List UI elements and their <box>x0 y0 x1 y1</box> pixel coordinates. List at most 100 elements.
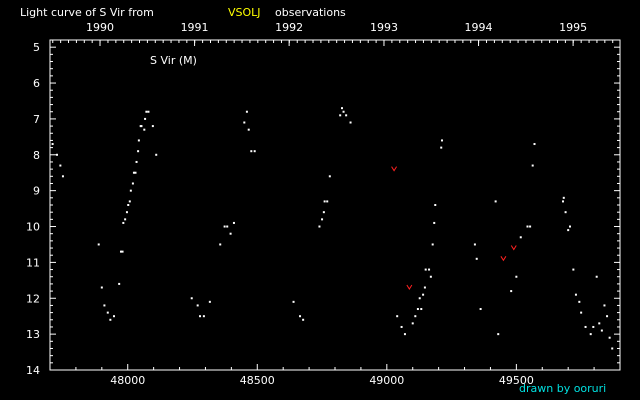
data-point <box>106 311 109 314</box>
data-point <box>109 318 112 321</box>
data-point <box>135 160 138 163</box>
data-point <box>199 315 202 318</box>
data-point <box>226 225 229 228</box>
data-point <box>429 275 432 278</box>
data-point <box>349 121 352 124</box>
data-point <box>137 139 140 142</box>
data-point <box>584 325 587 328</box>
data-point <box>131 182 134 185</box>
data-point <box>323 200 326 203</box>
data-point <box>253 150 256 153</box>
data-point <box>143 128 146 131</box>
y-tick-label: 10 <box>26 221 40 234</box>
chart-title-source: VSOLJ <box>228 6 261 19</box>
data-point <box>598 322 601 325</box>
data-point <box>134 171 137 174</box>
data-point <box>299 315 302 318</box>
axes: 48000 48500 49000 49500 5 6 7 8 9 10 11 12 13 14 1990 1… <box>26 21 621 387</box>
data-point <box>112 315 115 318</box>
data-point <box>196 304 199 307</box>
y-tick-label: 14 <box>26 364 40 377</box>
x-tick-label: 48000 <box>110 374 145 387</box>
data-point <box>132 171 135 174</box>
data-point <box>144 117 147 120</box>
data-point <box>119 250 122 253</box>
data-point <box>611 347 614 350</box>
data-points <box>51 107 614 350</box>
data-point <box>497 333 500 336</box>
data-point <box>125 211 128 214</box>
data-point <box>345 114 348 117</box>
x-tick-label: 48500 <box>240 374 275 387</box>
data-point <box>562 196 565 199</box>
data-point <box>302 318 305 321</box>
upper-limit-point <box>391 166 397 172</box>
data-point <box>326 200 329 203</box>
data-point <box>202 315 205 318</box>
data-point <box>515 275 518 278</box>
data-point <box>580 311 583 314</box>
data-point <box>434 204 437 206</box>
data-point <box>533 143 536 146</box>
data-point <box>51 143 54 146</box>
data-point <box>510 290 513 293</box>
data-point <box>529 225 532 228</box>
data-point <box>567 229 570 232</box>
chart-title-prefix: Light curve of S Vir from <box>20 6 154 19</box>
data-point <box>475 257 478 260</box>
data-point <box>229 232 232 235</box>
data-point <box>494 200 497 203</box>
data-point <box>416 308 419 311</box>
data-point <box>219 243 222 246</box>
data-point <box>574 293 577 296</box>
y-tick-label: 5 <box>33 41 40 54</box>
data-point <box>403 333 406 336</box>
data-point <box>422 293 425 296</box>
year-tick-label: 1993 <box>370 21 398 34</box>
data-point <box>473 243 476 246</box>
data-point <box>564 211 567 214</box>
data-point <box>423 286 426 289</box>
data-point <box>97 243 100 246</box>
data-point <box>603 304 606 307</box>
y-tick-label: 11 <box>26 256 40 269</box>
data-point <box>562 200 564 203</box>
upper-limit-point <box>500 256 507 262</box>
data-point <box>140 125 143 128</box>
data-point <box>121 250 124 253</box>
data-point <box>223 225 226 228</box>
data-point <box>208 300 211 303</box>
data-point <box>55 153 58 156</box>
data-point <box>531 164 534 167</box>
data-point <box>608 336 611 339</box>
data-point <box>342 110 345 113</box>
data-point <box>127 204 130 206</box>
data-point <box>321 218 324 221</box>
data-point <box>292 300 295 303</box>
data-point <box>428 268 431 271</box>
data-point <box>600 329 603 332</box>
data-point <box>572 268 575 271</box>
data-point <box>420 308 423 311</box>
data-point <box>526 225 529 228</box>
data-point <box>400 325 403 328</box>
data-point <box>328 175 331 178</box>
x-tick-label: 49000 <box>369 374 404 387</box>
year-tick-label: 1991 <box>181 21 209 34</box>
data-point <box>431 243 434 246</box>
data-point <box>155 153 158 156</box>
data-point <box>145 110 148 113</box>
data-point <box>441 139 444 142</box>
x-tick-label: 49500 <box>499 374 534 387</box>
year-tick-label: 1995 <box>559 21 587 34</box>
data-point <box>232 221 235 224</box>
data-point <box>479 308 482 311</box>
data-point <box>414 315 417 318</box>
chart-title-suffix: observations <box>275 6 346 19</box>
data-point <box>592 325 595 328</box>
data-point <box>128 200 131 203</box>
data-point <box>318 225 321 228</box>
upper-limit-point <box>406 284 413 290</box>
